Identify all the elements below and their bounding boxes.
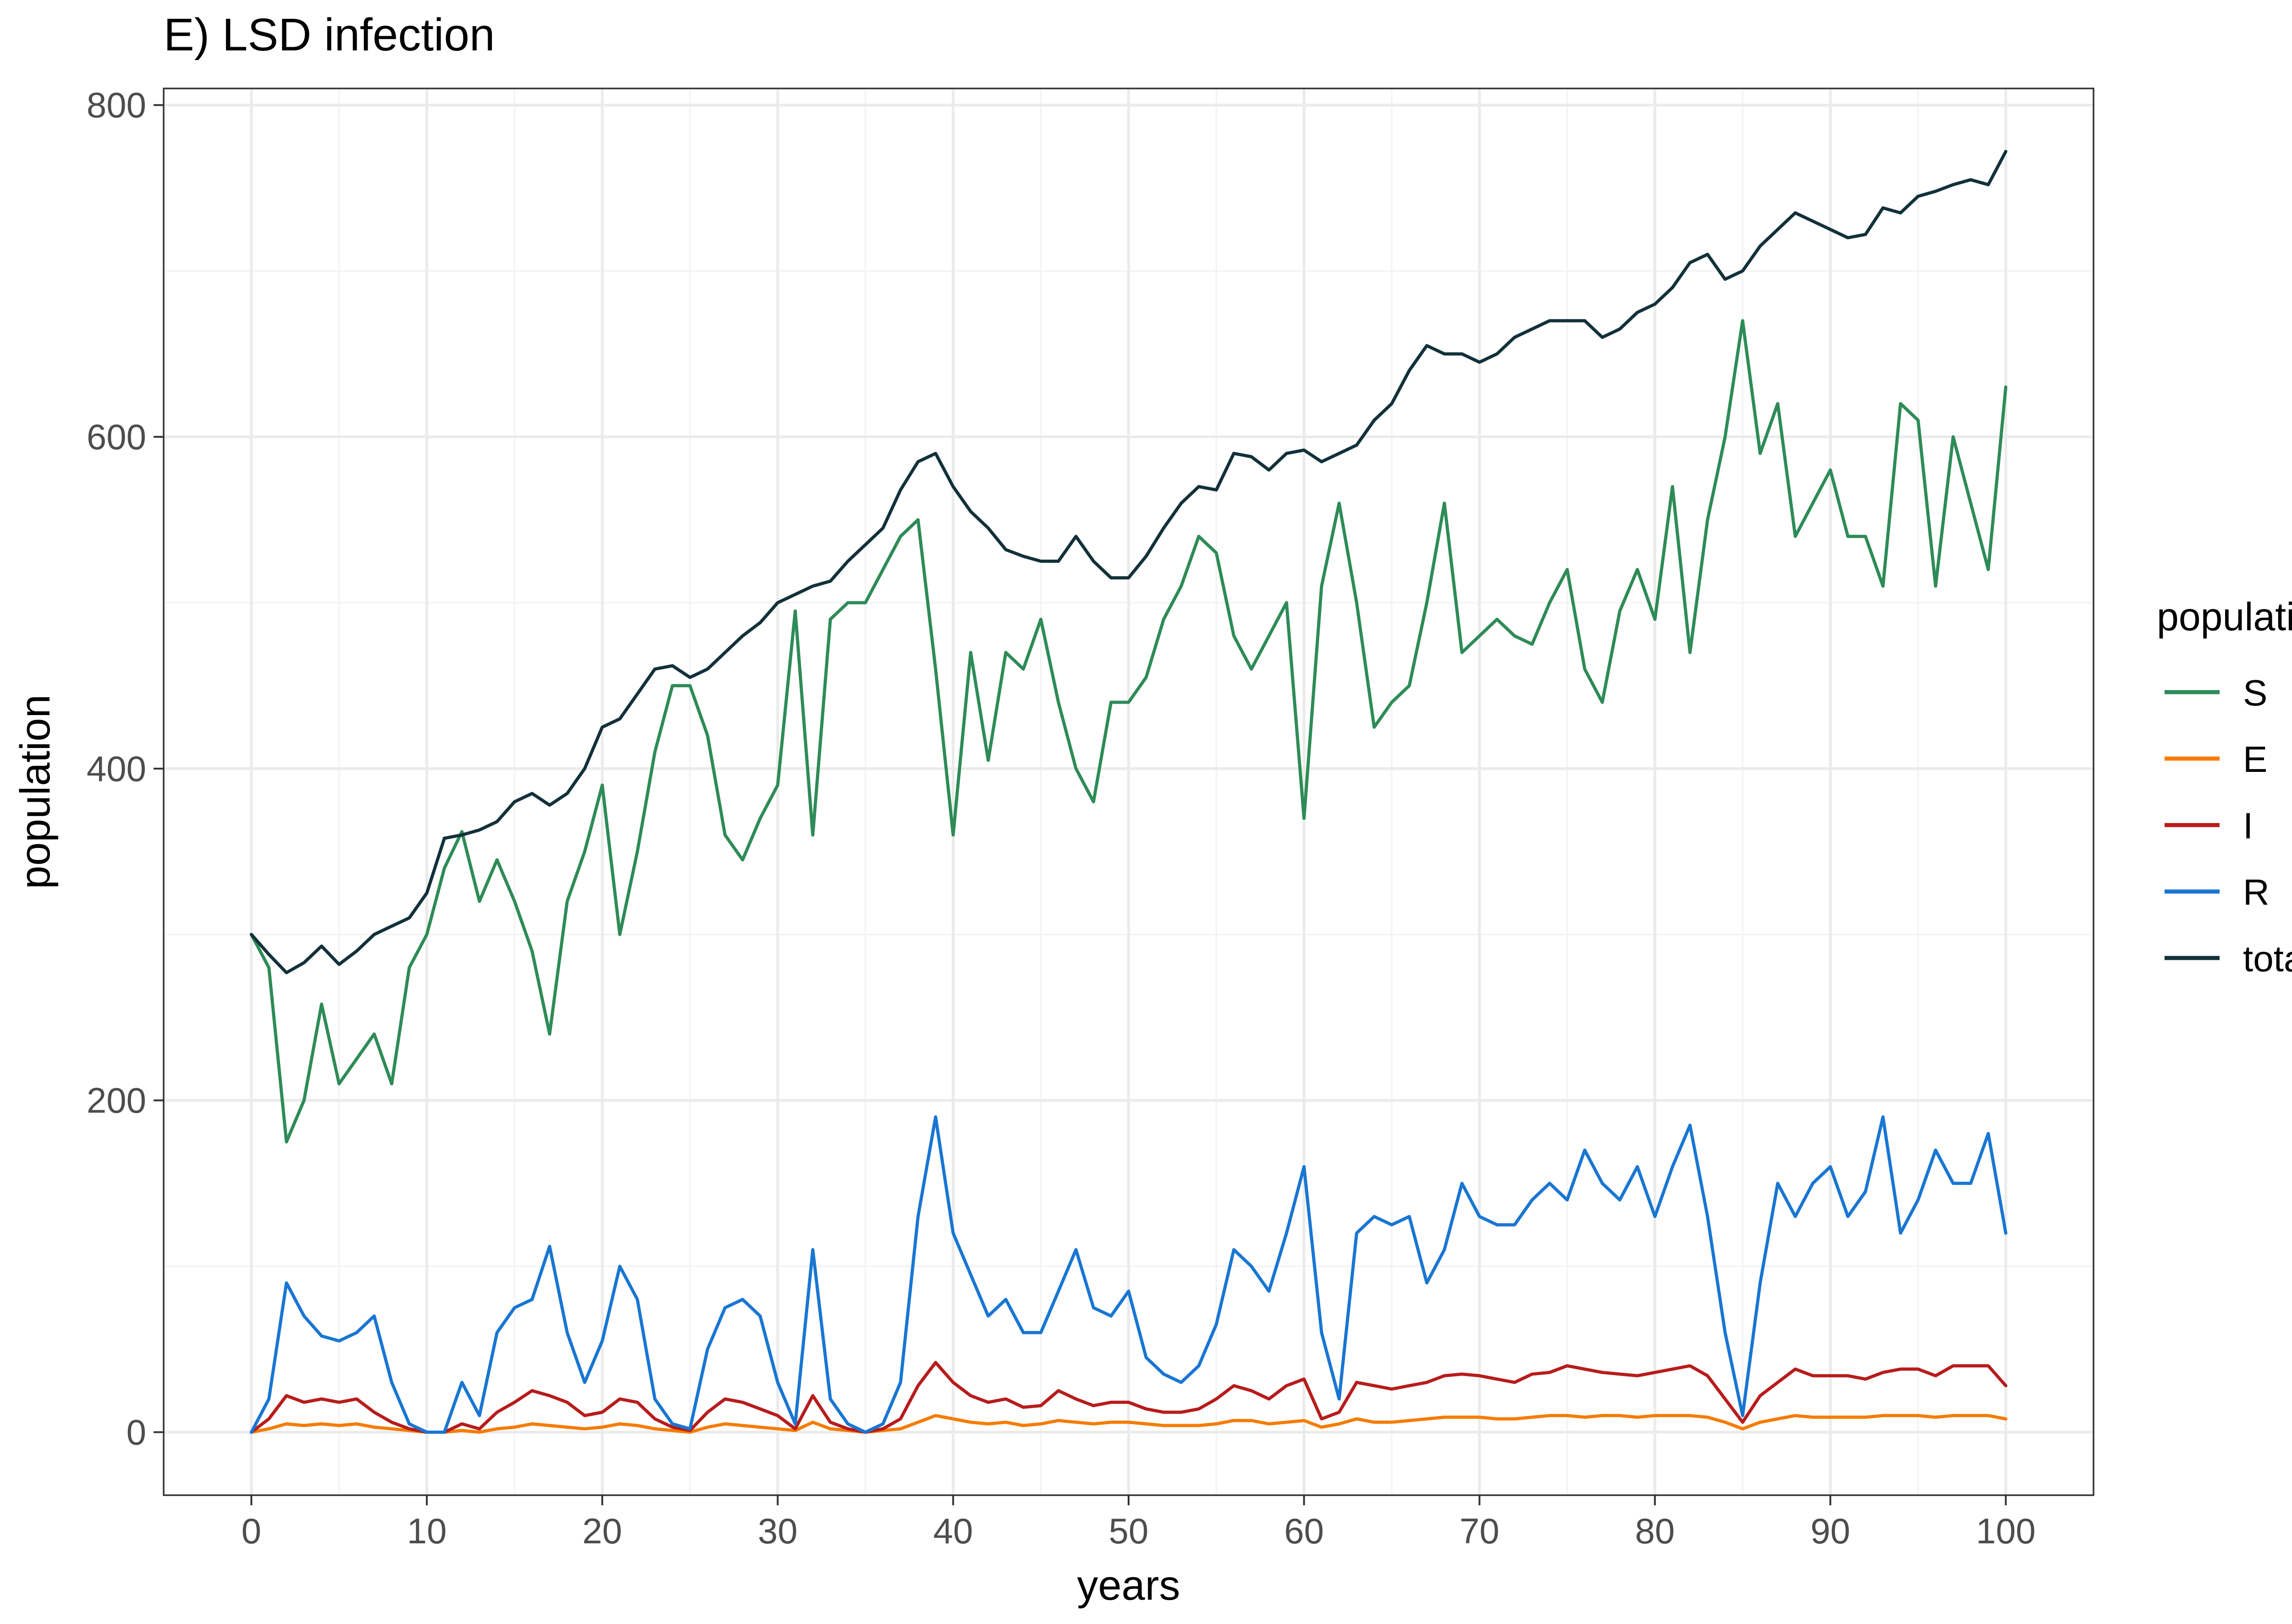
y-axis-label: population xyxy=(12,694,59,889)
y-tick-label: 600 xyxy=(87,417,146,457)
series-line-e xyxy=(249,1414,2008,1434)
x-tick-label: 30 xyxy=(758,1511,798,1551)
x-tick-label: 50 xyxy=(1109,1511,1149,1551)
x-tick-label: 20 xyxy=(582,1511,622,1551)
y-tick-label: 200 xyxy=(87,1080,146,1121)
legend: population SEIRtotal xyxy=(2157,595,2292,979)
x-axis: 0 10 20 30 40 50 60 70 80 90 100 xyxy=(242,1495,2036,1551)
series-line-i xyxy=(249,1361,2008,1434)
x-tick-label: 90 xyxy=(1811,1511,1851,1551)
major-gridlines xyxy=(164,88,2094,1495)
y-tick-label: 0 xyxy=(127,1412,146,1452)
x-tick-label: 0 xyxy=(242,1511,261,1551)
series-lines xyxy=(249,150,2008,1434)
chart-title: E) LSD infection xyxy=(164,9,495,61)
legend-label-e: E xyxy=(2243,739,2267,780)
legend-title: population xyxy=(2157,595,2292,639)
series-line-total xyxy=(249,150,2008,974)
y-tick-label: 800 xyxy=(87,85,146,125)
series-line-s xyxy=(249,319,2008,1144)
x-tick-label: 80 xyxy=(1635,1511,1675,1551)
x-axis-label: years xyxy=(1077,1562,1180,1609)
x-tick-label: 70 xyxy=(1460,1511,1499,1551)
x-tick-label: 60 xyxy=(1284,1511,1324,1551)
series-line-r xyxy=(249,1115,2008,1434)
legend-label-r: R xyxy=(2243,872,2270,913)
legend-label-total: total xyxy=(2243,938,2292,979)
x-tick-label: 100 xyxy=(1976,1511,2036,1551)
x-tick-label: 40 xyxy=(933,1511,973,1551)
x-tick-label: 10 xyxy=(407,1511,447,1551)
y-axis: 0 200 400 600 800 xyxy=(87,85,164,1452)
legend-label-s: S xyxy=(2243,672,2267,713)
y-tick-label: 400 xyxy=(87,749,146,789)
legend-label-i: I xyxy=(2243,805,2253,846)
